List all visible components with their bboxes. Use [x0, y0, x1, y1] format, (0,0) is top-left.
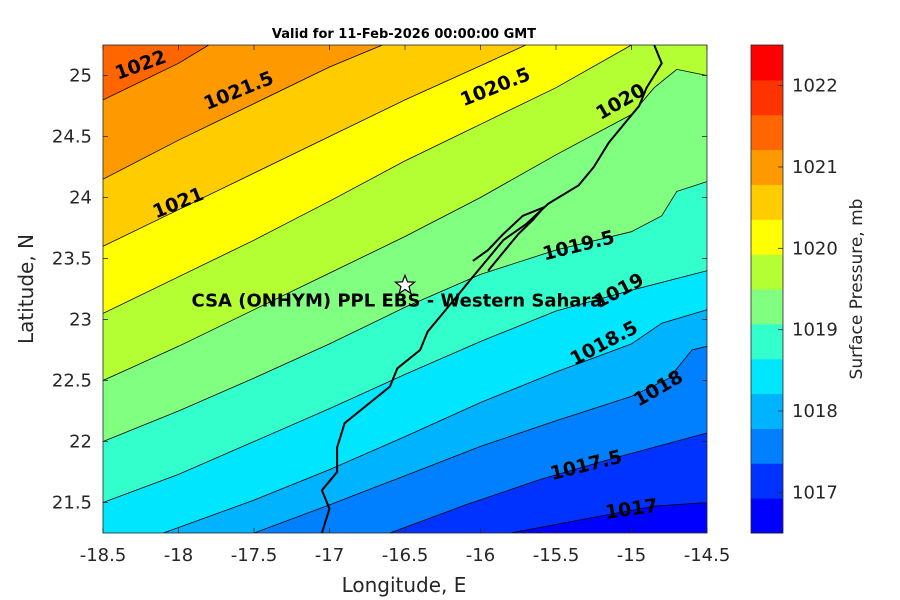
isobar-line — [103, 45, 209, 101]
colorbar-swatch — [751, 114, 783, 151]
x-tick-label: -15 — [617, 545, 646, 566]
isobar-line — [103, 45, 632, 314]
x-tick-label: -17 — [315, 545, 344, 566]
colorbar-swatch — [751, 184, 783, 220]
isobar-line — [510, 502, 707, 533]
y-tick-label: 21.5 — [52, 493, 92, 514]
peninsula-coastline — [472, 206, 545, 272]
y-tick-label: 22 — [69, 432, 92, 453]
colorbar-swatch — [751, 149, 783, 185]
colorbar-tick-label: 1018 — [792, 401, 838, 422]
pressure-band — [103, 45, 383, 180]
colorbar-swatch — [751, 358, 783, 395]
y-tick-label: 24.5 — [52, 127, 92, 148]
isobar-line — [389, 432, 707, 533]
colorbar-swatch — [751, 498, 783, 534]
x-tick-label: -18.5 — [80, 545, 127, 566]
isobar-line — [103, 45, 526, 247]
y-axis-label: Latitude, N — [14, 234, 38, 344]
colorbar-swatch — [751, 45, 783, 81]
colorbar-swatch — [751, 79, 783, 116]
colorbar-swatch — [751, 289, 783, 325]
plot-area: 10171017.510181018.510191019.510201020.5… — [103, 45, 707, 533]
isobar-line — [103, 45, 383, 180]
y-tick-label: 25 — [69, 66, 92, 87]
colorbar-tick-label: 1019 — [792, 320, 838, 341]
colorbar-swatch — [751, 219, 783, 255]
colorbar-tick-label: 1017 — [792, 482, 838, 503]
colorbar: 1017 1018 1019 1020 1021 1022 — [750, 44, 838, 534]
isobar-line — [163, 309, 707, 533]
colorbar-tick-label: 1021 — [792, 157, 838, 178]
colorbar-label: Surface Pressure, mb — [847, 199, 867, 380]
x-tick-label: -14.5 — [684, 545, 731, 566]
isobar-line — [103, 68, 707, 381]
site-star-marker — [393, 273, 417, 295]
isobar-line — [103, 270, 707, 503]
colorbar-swatch — [751, 393, 783, 429]
coastline — [320, 45, 663, 533]
x-tick-label: -18 — [164, 545, 193, 566]
colorbar-tick-label: 1020 — [792, 238, 838, 259]
site-label: CSA (ONHYM) PPL EBS - Western Sahara — [192, 290, 603, 311]
colorbar-swatch — [751, 463, 783, 499]
y-tick-label: 24 — [69, 188, 92, 209]
colorbar-tick-label: 1022 — [792, 76, 838, 97]
isobar-line — [103, 181, 707, 442]
y-tick-label: 23.5 — [52, 249, 92, 270]
chart-title: Valid for 11-Feb-2026 00:00:00 GMT — [272, 27, 536, 42]
colorbar-frame — [750, 44, 784, 534]
colorbar-swatch — [751, 323, 783, 360]
x-tick-label: -17.5 — [231, 545, 278, 566]
y-tick-label: 23 — [69, 310, 92, 331]
isobar-line — [253, 345, 707, 533]
colorbar-swatch — [751, 428, 783, 464]
x-axis-label: Longitude, E — [342, 573, 467, 597]
pressure-band — [103, 45, 209, 100]
colorbar-swatch — [751, 254, 783, 290]
y-tick-label: 22.5 — [52, 371, 92, 392]
x-tick-label: -15.5 — [533, 545, 580, 566]
x-tick-label: -16 — [466, 545, 495, 566]
x-tick-label: -16.5 — [382, 545, 429, 566]
